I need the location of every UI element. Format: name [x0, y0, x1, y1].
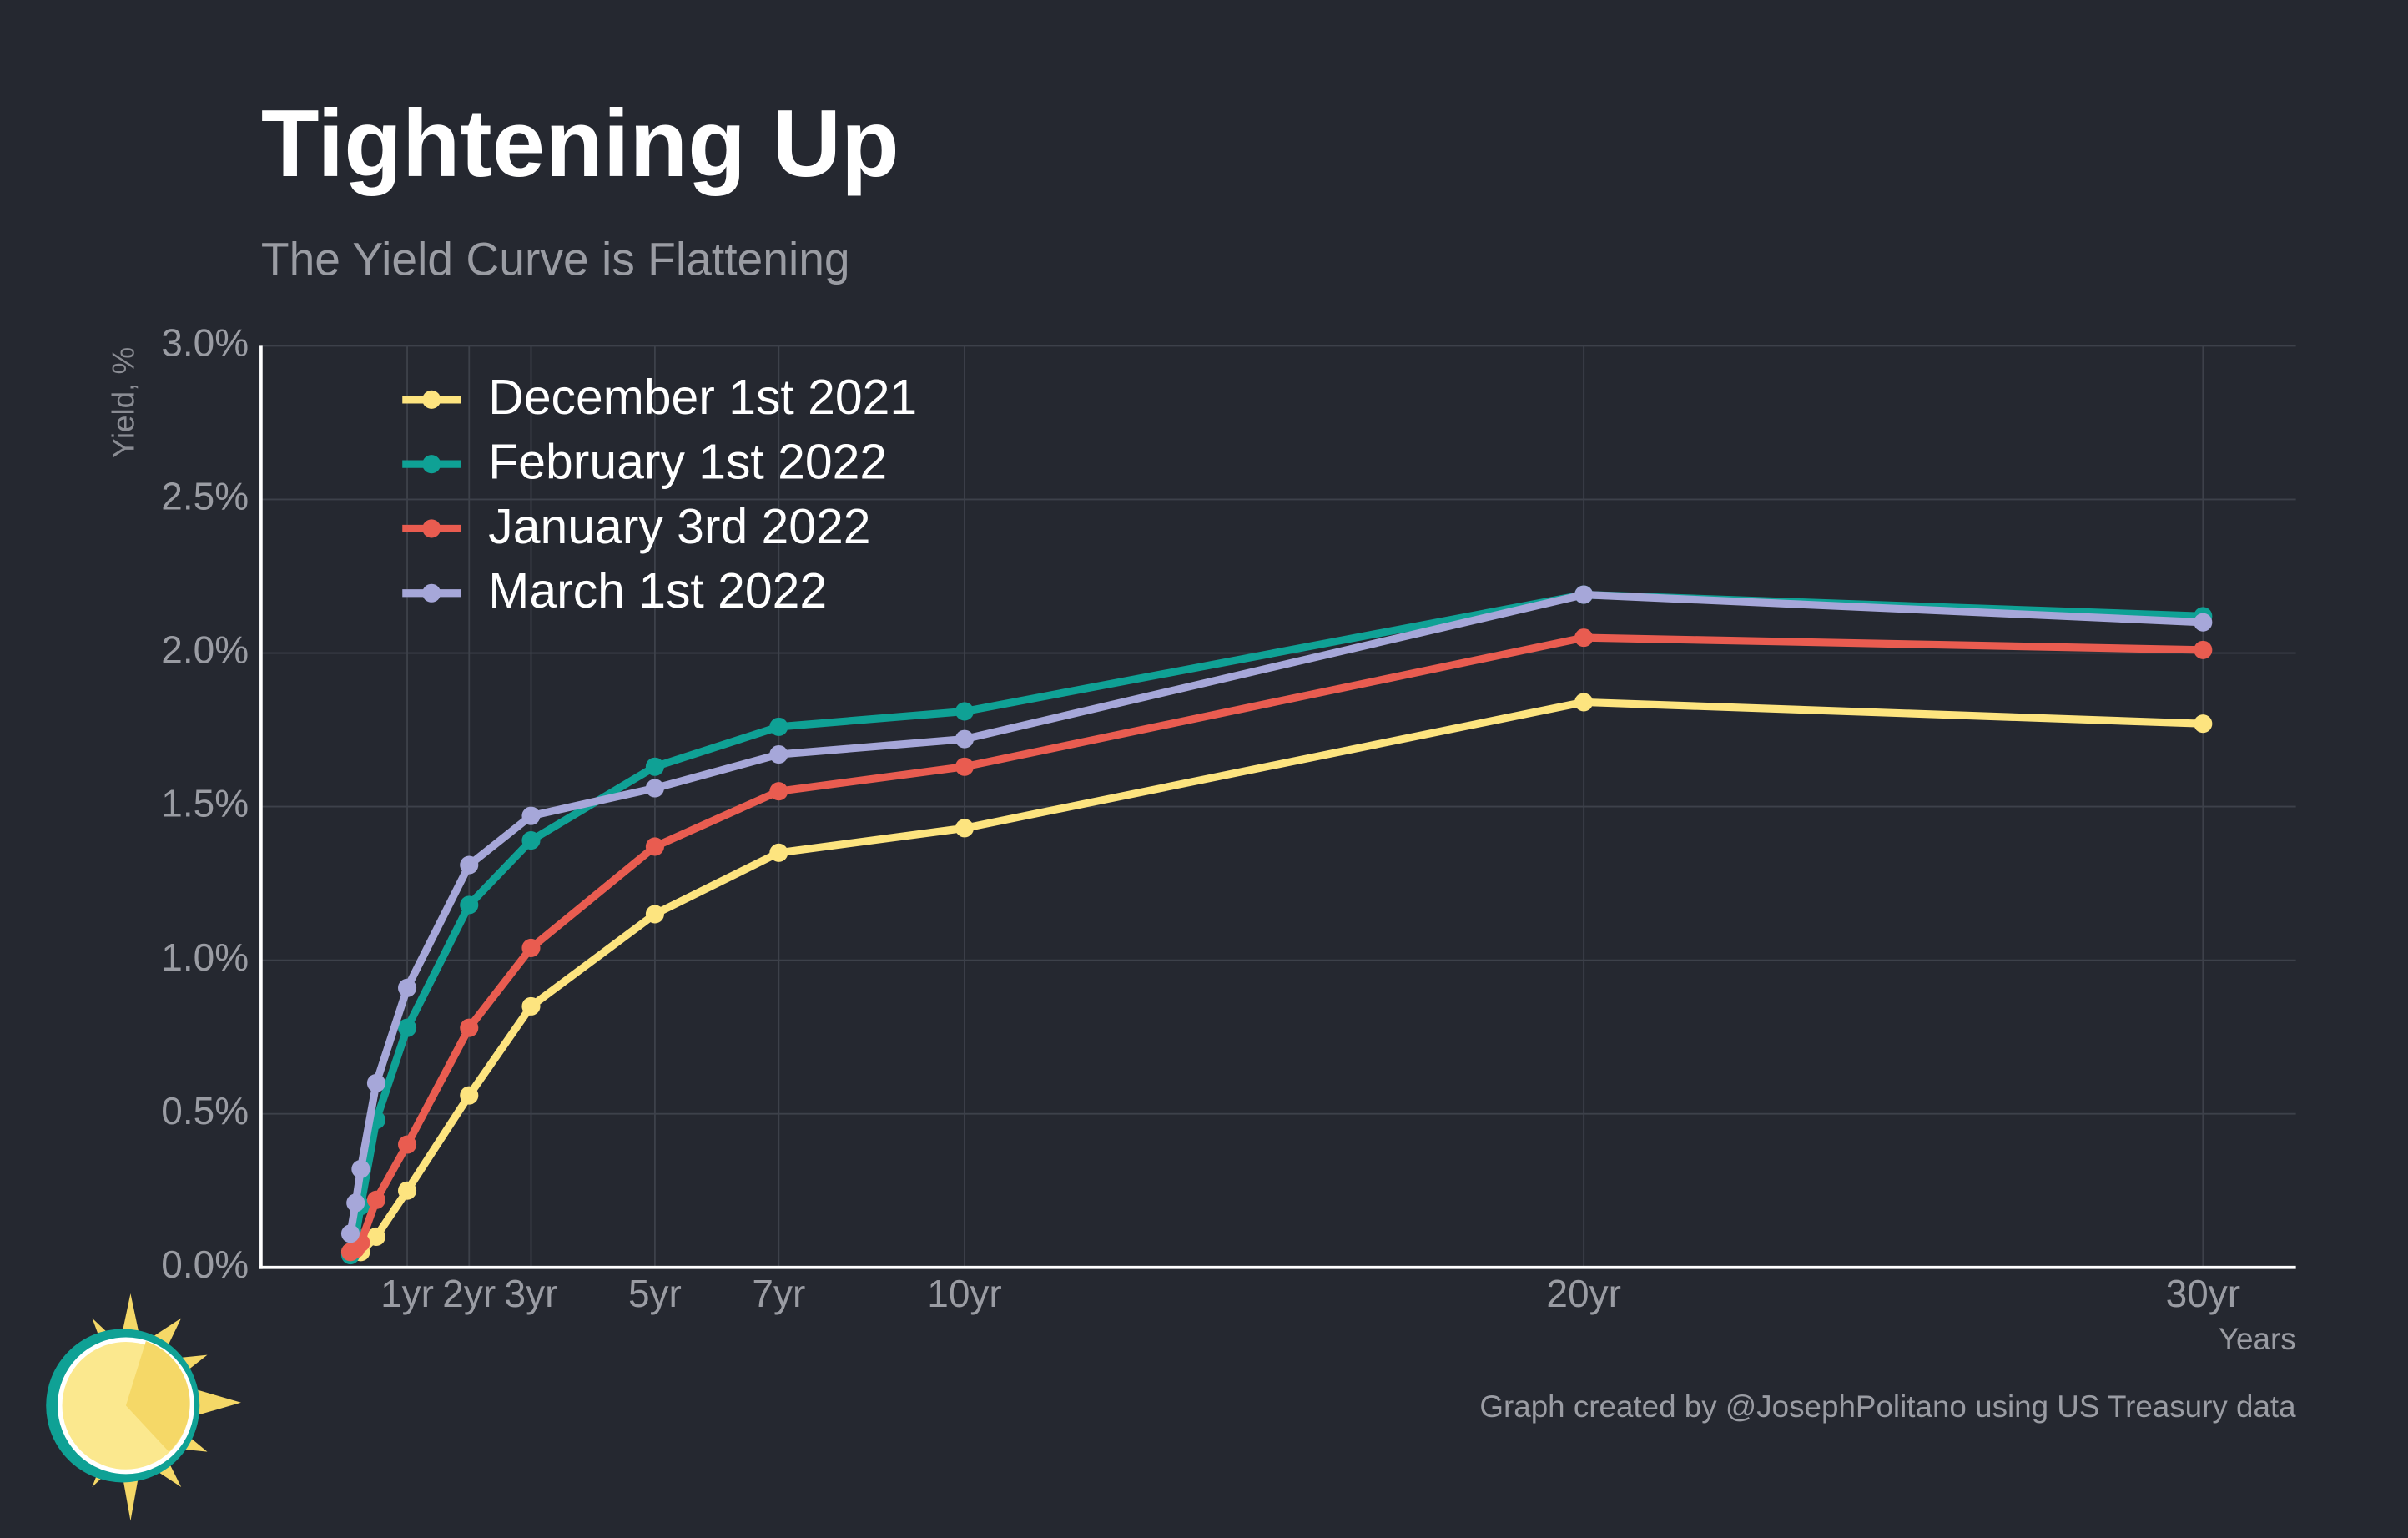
y-tick-label: 0.0%: [161, 1243, 249, 1286]
legend-marker: [422, 390, 441, 409]
data-point: [2194, 613, 2213, 632]
data-point: [366, 1073, 385, 1092]
y-axis-label: Yield, %: [107, 347, 141, 459]
data-point: [460, 895, 479, 915]
data-point: [460, 1018, 479, 1037]
data-point: [398, 1018, 417, 1037]
legend-label: January 3rd 2022: [488, 500, 870, 554]
credit: Graph created by @JosephPolitano using U…: [1479, 1389, 2296, 1424]
data-point: [521, 938, 541, 957]
y-tick-label: 2.5%: [161, 475, 249, 518]
data-point: [398, 1135, 417, 1154]
data-point: [955, 819, 975, 838]
x-tick-label: 7yr: [752, 1272, 805, 1315]
x-tick-label: 3yr: [505, 1272, 558, 1315]
x-tick-label: 2yr: [442, 1272, 496, 1315]
data-point: [955, 729, 975, 749]
chart-subtitle: The Yield Curve is Flattening: [261, 234, 850, 285]
data-point: [1574, 693, 1594, 712]
data-point: [769, 782, 788, 801]
data-point: [521, 996, 541, 1016]
data-point: [340, 1224, 360, 1243]
x-tick-label: 20yr: [1546, 1272, 1620, 1315]
data-point: [955, 757, 975, 776]
data-point: [351, 1159, 370, 1179]
data-point: [769, 717, 788, 736]
legend-marker: [422, 455, 441, 474]
legend-label: March 1st 2022: [488, 564, 827, 618]
data-point: [769, 744, 788, 764]
legend-label: February 1st 2022: [488, 436, 887, 490]
data-point: [645, 757, 664, 776]
data-point: [398, 1181, 417, 1200]
data-point: [645, 779, 664, 798]
data-point: [955, 702, 975, 721]
y-tick-label: 0.5%: [161, 1089, 249, 1132]
legend-label: December 1st 2021: [488, 371, 917, 425]
data-point: [366, 1227, 385, 1246]
x-tick-label: 1yr: [380, 1272, 434, 1315]
data-point: [645, 905, 664, 924]
data-point: [521, 831, 541, 850]
data-point: [346, 1193, 365, 1213]
data-point: [521, 806, 541, 825]
y-tick-label: 1.0%: [161, 935, 249, 979]
plot-area: 0.0% 0.5% 1.0% 1.5% 2.0% 2.5% 3.0% 1yr 2yr 3yr 5yr…: [161, 321, 2296, 1315]
x-axis-label: Years: [2219, 1322, 2296, 1356]
data-point: [366, 1190, 385, 1209]
data-point: [2194, 640, 2213, 659]
data-point: [2194, 714, 2213, 734]
data-point: [460, 855, 479, 875]
data-point: [769, 843, 788, 862]
y-tick-label: 2.0%: [161, 628, 249, 672]
y-tick-label: 3.0%: [161, 321, 249, 365]
x-tick-label: 5yr: [628, 1272, 682, 1315]
data-point: [1574, 585, 1594, 604]
data-point: [460, 1086, 479, 1105]
logo: [46, 1293, 241, 1521]
x-tick-label: 10yr: [927, 1272, 1001, 1315]
data-point: [645, 837, 664, 856]
data-point: [1574, 628, 1594, 648]
chart-title: Tightening Up: [261, 91, 899, 197]
y-tick-label: 1.5%: [161, 782, 249, 825]
x-tick-label: 30yr: [2166, 1272, 2240, 1315]
data-point: [398, 978, 417, 997]
legend-marker: [422, 519, 441, 538]
legend-marker: [422, 583, 441, 603]
